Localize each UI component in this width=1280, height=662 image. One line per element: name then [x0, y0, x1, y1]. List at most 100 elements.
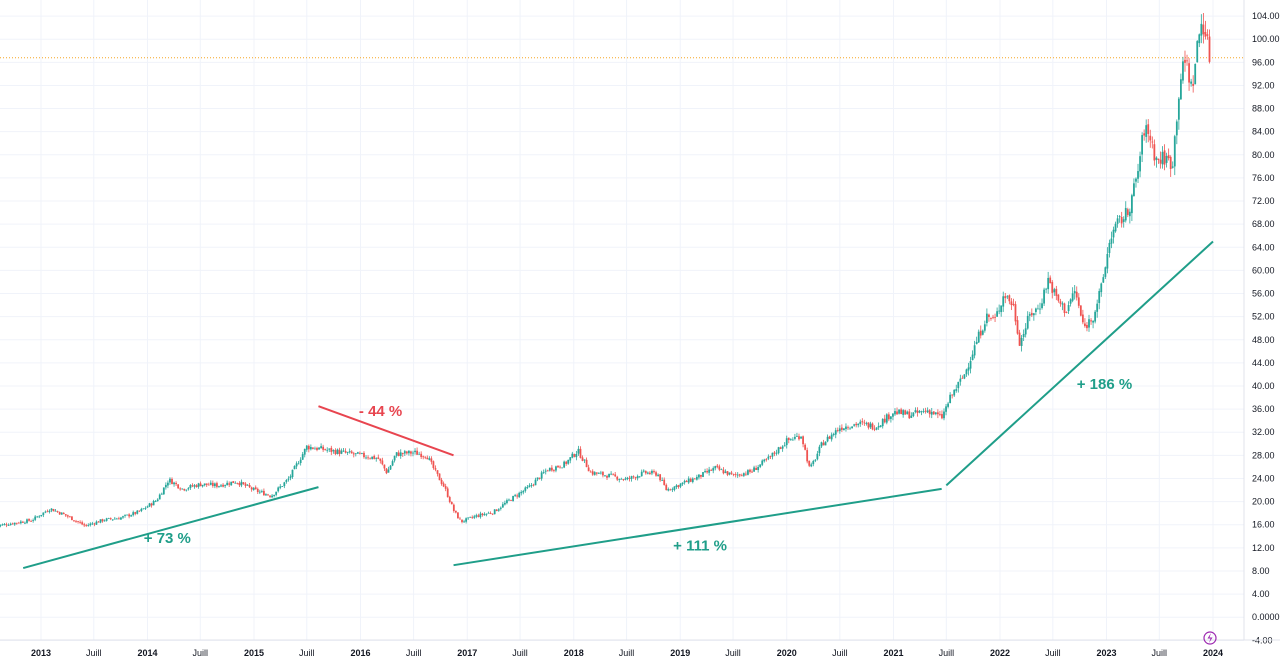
candle-body: [269, 495, 271, 497]
candle-body: [250, 487, 253, 490]
candle-body: [7, 525, 10, 526]
candle-body: [89, 523, 92, 526]
candle-body: [465, 518, 467, 522]
candle-body: [1055, 288, 1058, 296]
candle-body: [354, 453, 357, 455]
candle-body: [1104, 267, 1107, 277]
candle-body: [1108, 242, 1111, 254]
candle-body: [314, 448, 316, 450]
y-tick-label: 100.00: [1252, 34, 1280, 44]
candle-body: [195, 485, 198, 488]
candle-body: [71, 516, 73, 521]
candle-body: [73, 520, 75, 522]
candle-body: [301, 454, 304, 460]
candle-body: [1196, 41, 1199, 63]
candle-body: [1135, 178, 1137, 182]
candle-body: [275, 491, 278, 495]
candle-body: [810, 464, 813, 467]
candle-body: [1012, 303, 1015, 305]
candle-body: [105, 518, 108, 521]
candle-body: [806, 450, 809, 462]
candle-body: [981, 330, 984, 335]
candle-body: [595, 472, 598, 474]
candle-body: [177, 484, 180, 489]
candle-body: [791, 439, 794, 441]
candles: [0, 13, 1211, 528]
candle-body: [763, 459, 766, 462]
candle-body: [426, 457, 429, 460]
candle-body: [1139, 156, 1141, 172]
candle-body: [414, 450, 416, 453]
candle-body: [297, 463, 300, 465]
candle-body: [81, 522, 84, 525]
candle-body: [759, 464, 762, 467]
candle-body: [1167, 155, 1170, 159]
candle-body: [985, 313, 988, 324]
candle-body: [162, 487, 165, 495]
candle-body: [1022, 333, 1025, 338]
candle-body: [254, 487, 257, 490]
candle-body: [910, 415, 913, 418]
candle-body: [912, 412, 915, 416]
y-tick-label: 104.00: [1252, 11, 1280, 21]
candle-body: [120, 517, 122, 520]
candle-body: [1163, 150, 1166, 165]
candle-body: [516, 495, 519, 497]
x-axis: 2013 Juill 2014 Juill 2015 Juill 2016 Juill 2017…: [0, 639, 1280, 658]
candle-body: [563, 461, 566, 468]
y-tick-label: 96.00: [1252, 57, 1275, 67]
candle-body: [1106, 253, 1109, 269]
candle-body: [424, 456, 427, 458]
candle-body: [187, 488, 190, 490]
candle-body: [381, 460, 384, 465]
candle-body: [467, 517, 470, 519]
candle-body: [599, 472, 602, 474]
candle-body: [154, 501, 157, 502]
candle-body: [767, 456, 770, 459]
candle-body: [859, 421, 862, 424]
candle-body: [789, 439, 792, 441]
candle-body: [769, 456, 772, 457]
x-tick-label: 2013: [31, 648, 51, 658]
candle-body: [1112, 229, 1115, 238]
candle-body: [1008, 295, 1011, 302]
candle-body: [834, 430, 837, 435]
y-axis: -4.000.00004.008.0012.0016.0020.0024.002…: [1243, 0, 1280, 645]
y-tick-label: 72.00: [1252, 196, 1275, 206]
candle-body: [203, 483, 206, 486]
candle-body: [495, 509, 498, 512]
candle-body: [1173, 136, 1176, 167]
candle-body: [1037, 308, 1039, 310]
candle-body: [99, 519, 102, 523]
candle-body: [538, 477, 541, 479]
candle-body: [134, 512, 137, 514]
candle-body: [375, 458, 378, 459]
y-tick-label: 20.00: [1252, 497, 1275, 507]
candle-body: [305, 445, 308, 450]
lightning-icon[interactable]: [1203, 631, 1217, 645]
candle-body: [167, 482, 169, 486]
candle-body: [894, 411, 896, 415]
candle-body: [892, 413, 894, 417]
candle-body: [718, 466, 721, 470]
candle-body: [1077, 297, 1080, 306]
candle-body: [324, 449, 327, 451]
candle-body: [107, 517, 110, 519]
candle-body: [593, 472, 596, 475]
candle-body: [191, 485, 194, 487]
candle-body: [757, 467, 760, 470]
candle-body: [628, 477, 631, 479]
candle-body: [1120, 217, 1123, 224]
candle-body: [896, 411, 898, 415]
candle-body: [1155, 157, 1158, 160]
y-tick-label: 92.00: [1252, 80, 1275, 90]
candle-body: [604, 475, 606, 477]
candle-body: [240, 481, 243, 486]
candle-body: [101, 519, 104, 522]
candle-body: [659, 474, 662, 481]
candle-body: [640, 471, 643, 477]
candle-body: [256, 488, 259, 492]
candle-body: [565, 461, 568, 464]
candle-body: [279, 486, 282, 488]
candle-body: [936, 412, 939, 415]
